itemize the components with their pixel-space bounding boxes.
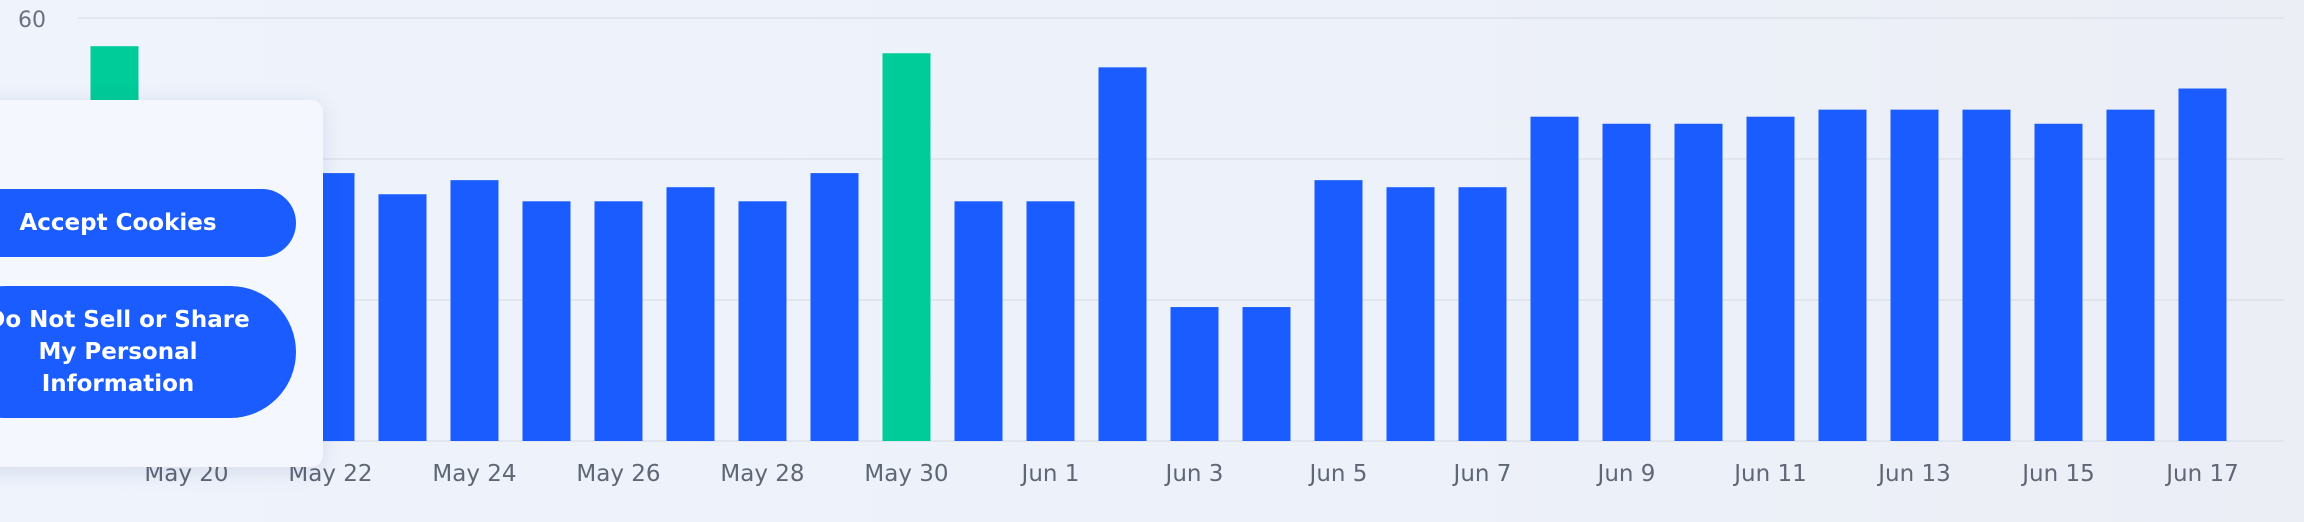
bar-jun-3 bbox=[1170, 307, 1219, 441]
bar-jun-15 bbox=[2034, 123, 2083, 441]
x-tick-label: May 24 bbox=[432, 461, 516, 487]
bar-may-30 bbox=[882, 53, 931, 441]
bar-may-31 bbox=[954, 201, 1003, 441]
bar-jun-8 bbox=[1530, 116, 1579, 441]
bar-jun-12 bbox=[1818, 109, 1867, 442]
accept-cookies-button[interactable]: Accept Cookies bbox=[0, 189, 296, 257]
bar-may-27 bbox=[666, 187, 715, 441]
bar-jun-2 bbox=[1098, 67, 1147, 441]
bar-jun-10 bbox=[1674, 123, 1723, 441]
bar-jun-17 bbox=[2178, 88, 2227, 441]
bar-jun-16 bbox=[2106, 109, 2155, 442]
bar-may-23 bbox=[378, 194, 427, 441]
bar-jun-9 bbox=[1602, 123, 1651, 441]
bar-may-28 bbox=[738, 201, 787, 441]
bar-jun-1 bbox=[1026, 201, 1075, 441]
bars bbox=[90, 46, 2227, 442]
x-tick-label: Jun 11 bbox=[1732, 461, 1807, 487]
bar-may-26 bbox=[594, 201, 643, 441]
bar-jun-7 bbox=[1458, 187, 1507, 441]
x-tick-label: Jun 5 bbox=[1308, 461, 1368, 487]
bar-may-29 bbox=[810, 173, 859, 441]
bar-jun-5 bbox=[1314, 180, 1363, 441]
x-tick-label: May 28 bbox=[720, 461, 804, 487]
x-tick-label: Jun 1 bbox=[1020, 461, 1080, 487]
x-tick-label: Jun 13 bbox=[1876, 461, 1951, 487]
bar-may-25 bbox=[522, 201, 571, 441]
x-tick-label: Jun 15 bbox=[2020, 461, 2095, 487]
bar-jun-11 bbox=[1746, 116, 1795, 441]
x-tick-label: Jun 3 bbox=[1164, 461, 1224, 487]
do-not-sell-button[interactable]: Do Not Sell or Share My Personal Informa… bbox=[0, 286, 296, 418]
x-axis-labels: May 20 May 22 May 24 May 26 May 28 May 30 Jun … bbox=[144, 461, 2238, 487]
bar-jun-4 bbox=[1242, 307, 1291, 441]
x-tick-label: May 30 bbox=[864, 461, 948, 487]
bar-jun-14 bbox=[1962, 109, 2011, 442]
bar-jun-6 bbox=[1386, 187, 1435, 441]
y-tick-label-60: 60 bbox=[18, 8, 46, 33]
x-tick-label: Jun 9 bbox=[1596, 461, 1656, 487]
x-tick-label: May 26 bbox=[576, 461, 660, 487]
bar-jun-13 bbox=[1890, 109, 1939, 442]
x-tick-label: Jun 17 bbox=[2164, 461, 2239, 487]
x-tick-label: Jun 7 bbox=[1452, 461, 1512, 487]
bar-may-24 bbox=[450, 180, 499, 441]
